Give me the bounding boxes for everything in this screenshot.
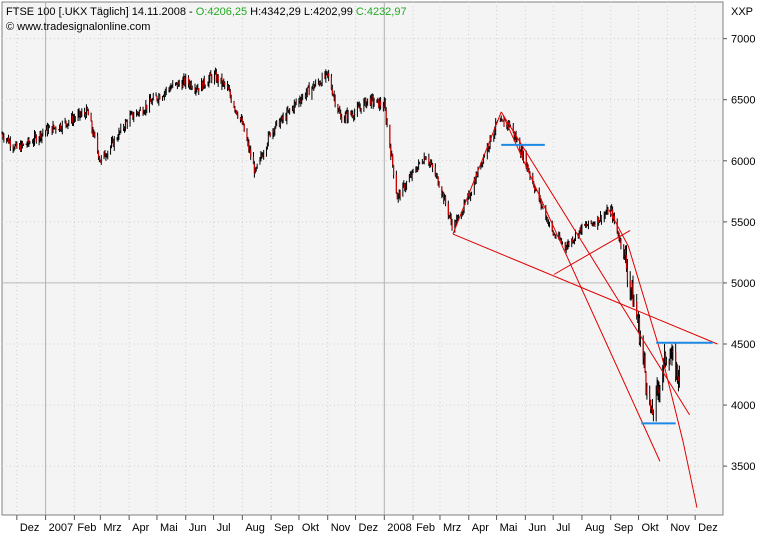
- y-tick-label: 6000: [731, 156, 755, 168]
- x-tick-label: Dez: [698, 522, 718, 534]
- x-tick-label: Sep: [614, 522, 634, 534]
- y-tick-label: 5000: [731, 278, 755, 290]
- y-tick-label: 6500: [731, 95, 755, 107]
- header-line: FTSE 100 [.UKX Täglich] 14.11.2008 - O:4…: [6, 6, 407, 18]
- x-tick-label: Apr: [472, 522, 489, 534]
- plot-area: [1, 1, 724, 516]
- trendlines: [452, 111, 718, 508]
- currency-label: XXP: [731, 6, 753, 18]
- copyright-label: © www.tradesignalonline.com: [6, 21, 150, 33]
- x-tick-label: Jun: [528, 522, 546, 534]
- x-tick-label: Okt: [642, 522, 659, 534]
- trendline: [452, 233, 718, 345]
- x-tick-label: Jul: [556, 522, 570, 534]
- y-tick-label: 4500: [731, 339, 755, 351]
- x-tick-label: Feb: [77, 522, 96, 534]
- open-value: O:4206,25: [196, 6, 247, 18]
- trend-arc: [608, 209, 698, 508]
- x-tick-label: Mai: [500, 522, 518, 534]
- x-tick-label: Dez: [20, 522, 40, 534]
- x-tick-label: Aug: [585, 522, 605, 534]
- x-tick-label: Apr: [132, 522, 149, 534]
- y-tick-label: 3500: [731, 461, 755, 473]
- x-tick-label: Nov: [331, 522, 351, 534]
- high-value: H:4342,29: [250, 6, 301, 18]
- trendline: [452, 111, 502, 235]
- y-tick-label: 7000: [731, 34, 755, 46]
- x-tick-label: Mrz: [443, 522, 461, 534]
- x-tick-label: Aug: [245, 522, 265, 534]
- x-tick-label: Okt: [302, 522, 319, 534]
- trendline: [500, 111, 691, 416]
- x-tick-label: Feb: [416, 522, 435, 534]
- x-tick-label: 2008: [387, 522, 411, 534]
- symbol-info: FTSE 100 [.UKX Täglich] 14.11.2008 -: [6, 6, 196, 18]
- trendline: [553, 229, 631, 275]
- y-tick-label: 5500: [731, 217, 755, 229]
- y-axis: 3500 4000 4500 5000 5500 6000 6500 7000: [723, 34, 755, 473]
- y-tick-label: 4000: [731, 400, 755, 412]
- x-tick-label: Sep: [274, 522, 294, 534]
- x-tick-label: 2007: [49, 522, 73, 534]
- trendline: [502, 115, 661, 462]
- grid: [2, 2, 723, 515]
- x-tick-label: Jul: [217, 522, 231, 534]
- x-tick-label: Mai: [160, 522, 178, 534]
- support-levels: [501, 143, 713, 425]
- x-tick-label: Dez: [359, 522, 379, 534]
- low-value: L:4202,99: [304, 6, 353, 18]
- x-tick-label: Nov: [670, 522, 690, 534]
- x-axis: Dez 2007 Feb Mrz Apr Mai Jun Jul Aug Sep Okt Nov Dez…: [16, 515, 718, 534]
- close-value: C:4232,97: [356, 6, 407, 18]
- x-tick-label: Jun: [189, 522, 207, 534]
- x-tick-label: Mrz: [103, 522, 121, 534]
